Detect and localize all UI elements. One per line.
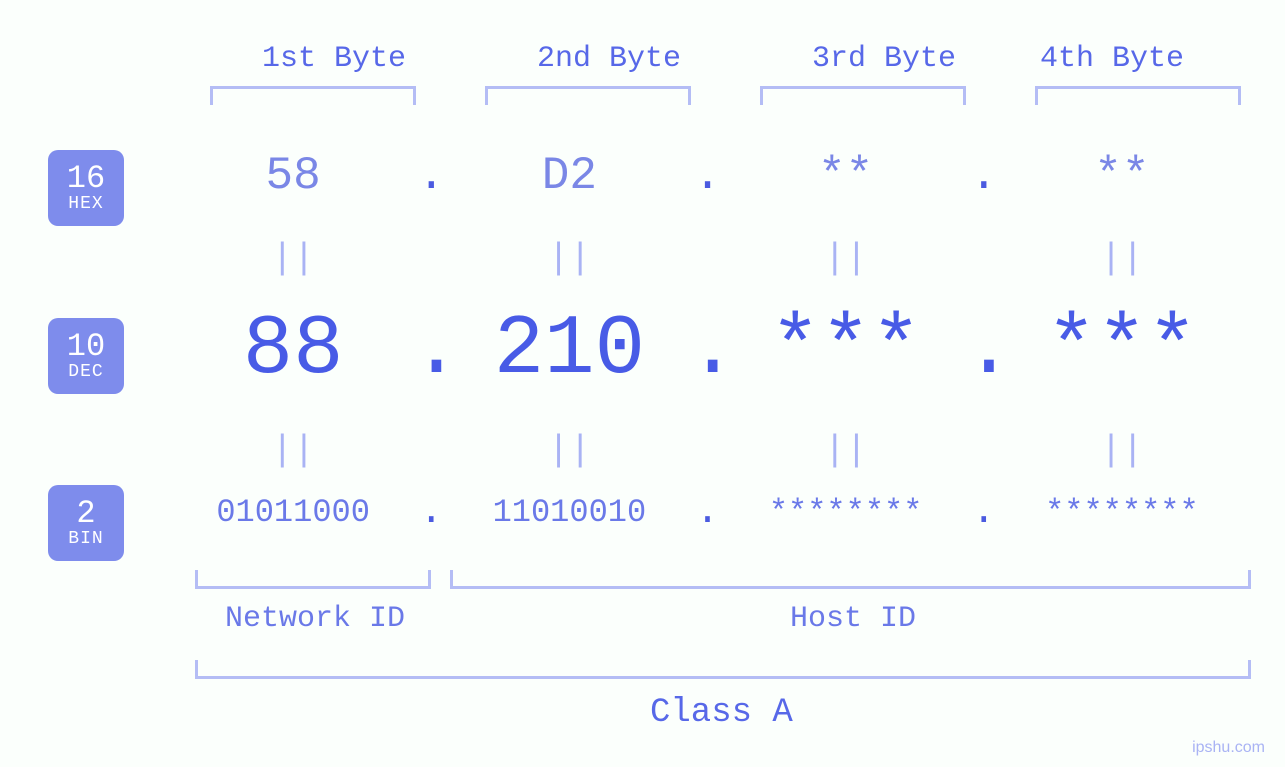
dot-icon: . bbox=[411, 303, 451, 398]
hex-byte-1: 58 bbox=[175, 150, 411, 202]
bin-byte-4: ******** bbox=[1004, 494, 1240, 531]
equals-icon: || bbox=[1004, 430, 1240, 471]
dot-icon: . bbox=[964, 490, 1004, 535]
hex-byte-2: D2 bbox=[451, 150, 687, 202]
byte-label-1: 1st Byte bbox=[262, 42, 406, 76]
dot-icon: . bbox=[411, 150, 451, 202]
equals-icon: || bbox=[451, 430, 687, 471]
dot-icon: . bbox=[688, 303, 728, 398]
dec-byte-3: *** bbox=[728, 303, 964, 398]
hex-badge-txt: HEX bbox=[48, 195, 124, 214]
byte-label-4: 4th Byte bbox=[1040, 42, 1184, 76]
hex-badge: 16 HEX bbox=[48, 150, 124, 226]
bin-byte-1: 01011000 bbox=[175, 494, 411, 531]
equals-icon: || bbox=[728, 238, 964, 279]
watermark: ipshu.com bbox=[1192, 739, 1265, 757]
network-id-bracket bbox=[195, 570, 431, 589]
dot-icon: . bbox=[688, 490, 728, 535]
ip-notation-diagram: 1st Byte 2nd Byte 3rd Byte 4th Byte 16 H… bbox=[0, 0, 1285, 767]
equals-icon: || bbox=[175, 430, 411, 471]
byte-bracket-2 bbox=[485, 86, 691, 105]
bin-badge-txt: BIN bbox=[48, 530, 124, 549]
dec-badge-txt: DEC bbox=[48, 363, 124, 382]
dot-icon: . bbox=[688, 150, 728, 202]
dot-icon: . bbox=[964, 303, 1004, 398]
dec-badge-num: 10 bbox=[48, 330, 124, 364]
class-bracket bbox=[195, 660, 1251, 679]
hex-badge-num: 16 bbox=[48, 162, 124, 196]
hex-byte-4: ** bbox=[1004, 150, 1240, 202]
dot-icon: . bbox=[411, 490, 451, 535]
byte-label-3: 3rd Byte bbox=[812, 42, 956, 76]
network-id-label: Network ID bbox=[225, 602, 405, 636]
equals-icon: || bbox=[451, 238, 687, 279]
host-id-label: Host ID bbox=[790, 602, 916, 636]
bin-row: 01011000 . 11010010 . ******** . *******… bbox=[175, 490, 1240, 535]
dot-icon: . bbox=[964, 150, 1004, 202]
host-id-bracket bbox=[450, 570, 1251, 589]
equals-icon: || bbox=[175, 238, 411, 279]
byte-bracket-3 bbox=[760, 86, 966, 105]
hex-row: 58 . D2 . ** . ** bbox=[175, 150, 1240, 202]
byte-bracket-4 bbox=[1035, 86, 1241, 105]
dec-row: 88 . 210 . *** . *** bbox=[175, 303, 1240, 398]
equals-icon: || bbox=[728, 430, 964, 471]
equals-row-2: || || || || bbox=[175, 430, 1240, 471]
hex-byte-3: ** bbox=[728, 150, 964, 202]
dec-byte-2: 210 bbox=[451, 303, 687, 398]
dec-byte-1: 88 bbox=[175, 303, 411, 398]
equals-row-1: || || || || bbox=[175, 238, 1240, 279]
byte-label-2: 2nd Byte bbox=[537, 42, 681, 76]
byte-bracket-1 bbox=[210, 86, 416, 105]
bin-badge: 2 BIN bbox=[48, 485, 124, 561]
bin-badge-num: 2 bbox=[48, 497, 124, 531]
equals-icon: || bbox=[1004, 238, 1240, 279]
dec-badge: 10 DEC bbox=[48, 318, 124, 394]
class-label: Class A bbox=[650, 694, 793, 732]
dec-byte-4: *** bbox=[1004, 303, 1240, 398]
bin-byte-2: 11010010 bbox=[451, 494, 687, 531]
bin-byte-3: ******** bbox=[728, 494, 964, 531]
